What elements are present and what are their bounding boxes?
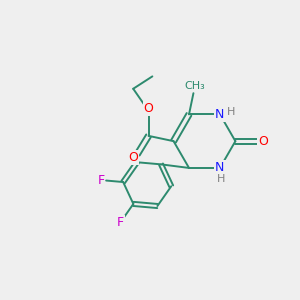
Text: H: H [217, 174, 226, 184]
Text: O: O [128, 151, 138, 164]
Text: CH₃: CH₃ [184, 81, 205, 91]
Text: N: N [215, 108, 225, 121]
Text: N: N [215, 161, 225, 174]
Text: O: O [258, 135, 268, 148]
Text: F: F [117, 216, 124, 229]
Text: F: F [97, 174, 104, 187]
Text: H: H [227, 107, 235, 117]
Text: O: O [144, 102, 154, 115]
